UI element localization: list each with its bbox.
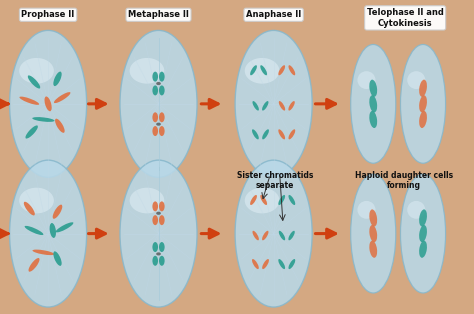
Ellipse shape (153, 72, 158, 82)
Ellipse shape (419, 209, 427, 226)
Ellipse shape (156, 212, 161, 215)
Ellipse shape (289, 129, 295, 139)
Ellipse shape (24, 202, 35, 215)
Ellipse shape (262, 101, 268, 111)
Ellipse shape (419, 241, 427, 258)
Ellipse shape (419, 80, 427, 97)
Ellipse shape (159, 72, 164, 82)
Ellipse shape (288, 231, 295, 240)
Ellipse shape (278, 195, 285, 205)
Ellipse shape (159, 85, 164, 95)
Ellipse shape (253, 231, 259, 240)
Ellipse shape (401, 174, 446, 293)
Ellipse shape (120, 30, 197, 177)
Ellipse shape (250, 195, 257, 205)
Ellipse shape (159, 256, 164, 266)
Ellipse shape (54, 92, 71, 103)
Ellipse shape (32, 117, 55, 122)
Ellipse shape (153, 256, 158, 266)
Ellipse shape (54, 251, 62, 266)
Ellipse shape (401, 45, 446, 163)
Ellipse shape (159, 215, 164, 225)
Ellipse shape (153, 112, 158, 122)
Ellipse shape (25, 226, 44, 235)
Ellipse shape (262, 231, 268, 240)
Ellipse shape (159, 126, 164, 136)
Ellipse shape (153, 215, 158, 225)
Ellipse shape (120, 160, 197, 307)
Ellipse shape (156, 252, 161, 256)
Ellipse shape (253, 101, 259, 111)
Ellipse shape (419, 111, 427, 128)
Ellipse shape (55, 119, 64, 133)
Ellipse shape (235, 30, 312, 177)
Ellipse shape (279, 231, 285, 240)
Ellipse shape (54, 72, 62, 86)
Ellipse shape (279, 101, 285, 111)
Text: Haploid daughter cells
forming: Haploid daughter cells forming (355, 171, 453, 191)
Ellipse shape (245, 58, 279, 84)
Ellipse shape (9, 30, 87, 177)
Ellipse shape (369, 241, 377, 258)
Ellipse shape (250, 65, 257, 75)
Ellipse shape (357, 71, 375, 89)
Ellipse shape (153, 201, 158, 211)
Ellipse shape (369, 225, 377, 242)
Ellipse shape (50, 223, 56, 238)
Text: Prophase II: Prophase II (21, 10, 75, 19)
Ellipse shape (419, 95, 427, 112)
Ellipse shape (407, 71, 425, 89)
Ellipse shape (278, 259, 285, 269)
Ellipse shape (278, 129, 285, 139)
Ellipse shape (278, 65, 285, 75)
Text: Sister chromatids
separate: Sister chromatids separate (237, 171, 313, 191)
Text: Metaphase II: Metaphase II (128, 10, 189, 19)
Ellipse shape (407, 201, 425, 219)
Ellipse shape (260, 65, 267, 75)
Ellipse shape (369, 209, 377, 226)
Ellipse shape (351, 174, 396, 293)
Ellipse shape (252, 259, 259, 269)
Ellipse shape (262, 259, 269, 269)
Ellipse shape (9, 160, 87, 307)
Ellipse shape (369, 95, 377, 112)
Ellipse shape (55, 222, 73, 232)
Ellipse shape (288, 101, 295, 111)
Ellipse shape (235, 160, 312, 307)
Ellipse shape (153, 85, 158, 95)
Ellipse shape (153, 242, 158, 252)
Ellipse shape (289, 195, 295, 205)
Ellipse shape (45, 96, 52, 111)
Ellipse shape (33, 250, 55, 255)
Ellipse shape (159, 242, 164, 252)
Ellipse shape (357, 201, 375, 219)
Ellipse shape (369, 111, 377, 128)
Ellipse shape (19, 58, 54, 84)
Ellipse shape (289, 65, 295, 75)
Ellipse shape (351, 45, 396, 163)
Ellipse shape (26, 125, 38, 138)
Text: Telophase II and
Cytokinesis: Telophase II and Cytokinesis (367, 8, 444, 28)
Ellipse shape (159, 112, 164, 122)
Text: Anaphase II: Anaphase II (246, 10, 301, 19)
Ellipse shape (19, 97, 39, 105)
Ellipse shape (19, 188, 54, 214)
Ellipse shape (28, 258, 39, 272)
Ellipse shape (419, 225, 427, 242)
Ellipse shape (245, 188, 279, 214)
Ellipse shape (289, 259, 295, 269)
Ellipse shape (53, 205, 62, 219)
Ellipse shape (260, 195, 267, 205)
Ellipse shape (159, 201, 164, 211)
Ellipse shape (156, 122, 161, 126)
Ellipse shape (156, 82, 161, 85)
Ellipse shape (129, 58, 164, 84)
Ellipse shape (262, 129, 269, 139)
Ellipse shape (369, 80, 377, 97)
Ellipse shape (129, 188, 164, 214)
Ellipse shape (28, 75, 40, 89)
Ellipse shape (153, 126, 158, 136)
Ellipse shape (252, 129, 259, 139)
